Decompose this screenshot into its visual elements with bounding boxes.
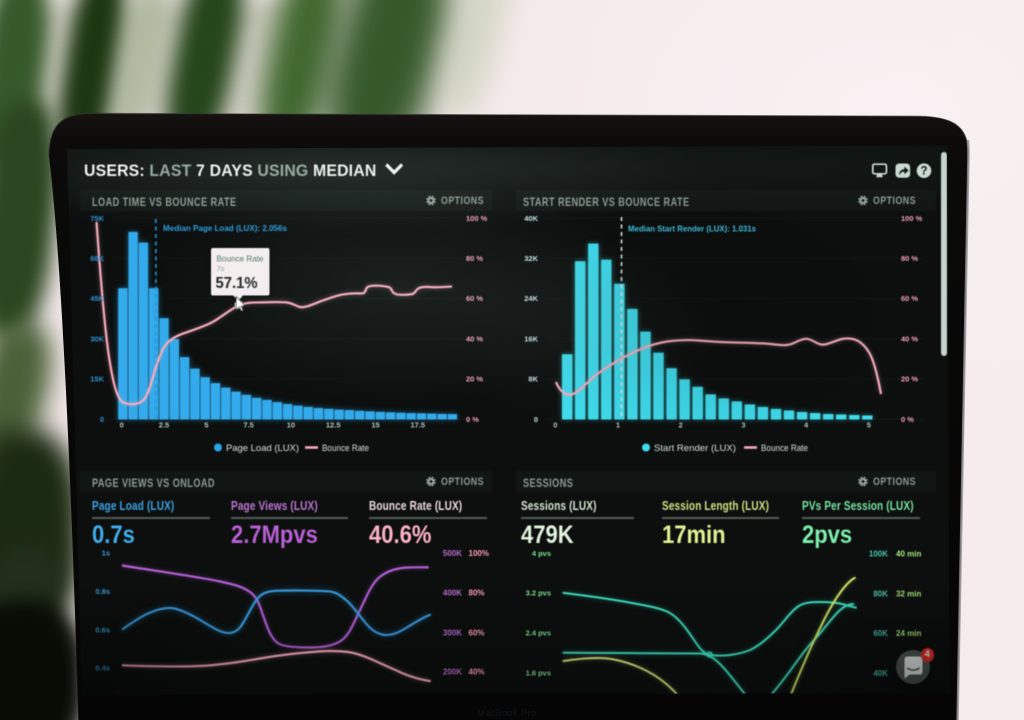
svg-text:1s: 1s — [102, 549, 110, 558]
svg-text:24K: 24K — [524, 294, 538, 303]
svg-text:80 %: 80 % — [466, 254, 483, 263]
svg-text:15K: 15K — [90, 375, 104, 384]
svg-text:24 min: 24 min — [896, 629, 921, 638]
svg-text:300K: 300K — [443, 629, 462, 638]
svg-text:30K: 30K — [90, 334, 104, 343]
svg-text:Median Page Load (LUX): 2.056s: Median Page Load (LUX): 2.056s — [163, 223, 287, 233]
svg-text:200K: 200K — [443, 667, 462, 676]
svg-text:400K: 400K — [443, 589, 462, 598]
svg-text:100 %: 100 % — [466, 214, 488, 223]
svg-text:0: 0 — [100, 415, 104, 424]
svg-text:60%: 60% — [469, 629, 485, 638]
svg-text:60K: 60K — [873, 629, 888, 638]
svg-text:40K: 40K — [524, 214, 538, 223]
svg-text:75K: 75K — [90, 214, 104, 223]
svg-text:80K: 80K — [873, 589, 888, 598]
svg-text:40K: 40K — [873, 669, 888, 678]
svg-text:100 %: 100 % — [901, 214, 923, 223]
svg-text:3: 3 — [741, 421, 745, 430]
svg-text:4: 4 — [804, 421, 809, 430]
svg-text:5: 5 — [867, 421, 871, 430]
svg-text:7s: 7s — [217, 264, 225, 273]
svg-text:?: ? — [920, 166, 927, 178]
svg-text:0: 0 — [120, 421, 124, 430]
svg-text:40 min: 40 min — [896, 550, 921, 559]
svg-text:1.6 pvs: 1.6 pvs — [526, 668, 551, 677]
svg-text:0.4s: 0.4s — [95, 664, 110, 673]
svg-text:80 %: 80 % — [901, 254, 918, 263]
svg-text:32 min: 32 min — [896, 589, 921, 598]
svg-text:Bounce Rate: Bounce Rate — [761, 443, 808, 454]
svg-text:2.5: 2.5 — [159, 421, 169, 430]
svg-text:60K: 60K — [90, 254, 104, 263]
svg-text:Bounce Rate: Bounce Rate — [322, 443, 369, 454]
svg-text:0: 0 — [553, 421, 557, 430]
svg-text:0 %: 0 % — [901, 415, 914, 424]
svg-text:16K: 16K — [524, 334, 538, 343]
svg-text:20 %: 20 % — [901, 375, 918, 384]
svg-text:100%: 100% — [469, 549, 489, 558]
svg-text:12.5: 12.5 — [326, 421, 341, 430]
svg-text:20 %: 20 % — [466, 375, 483, 384]
svg-text:15: 15 — [371, 421, 379, 430]
svg-text:500K: 500K — [443, 549, 462, 558]
svg-text:45K: 45K — [90, 294, 104, 303]
svg-text:Bounce Rate: Bounce Rate — [217, 254, 264, 264]
svg-text:100K: 100K — [869, 550, 888, 559]
svg-text:Page Load (LUX): Page Load (LUX) — [226, 443, 299, 454]
svg-text:40 %: 40 % — [901, 334, 918, 343]
svg-text:40 %: 40 % — [466, 334, 483, 343]
svg-text:57.1%: 57.1% — [216, 275, 258, 292]
svg-text:40%: 40% — [469, 667, 485, 676]
svg-text:7.5: 7.5 — [243, 421, 253, 430]
svg-text:60 %: 60 % — [901, 294, 918, 303]
svg-text:80%: 80% — [469, 589, 485, 598]
svg-text:0.8s: 0.8s — [95, 587, 110, 596]
svg-text:Median Start Render (LUX): 1.0: Median Start Render (LUX): 1.031s — [628, 224, 756, 234]
svg-text:60 %: 60 % — [466, 294, 483, 303]
svg-text:10: 10 — [287, 421, 295, 430]
svg-text:0: 0 — [534, 415, 538, 424]
svg-text:Start Render (LUX): Start Render (LUX) — [654, 443, 736, 454]
svg-text:8K: 8K — [528, 375, 538, 384]
svg-text:1: 1 — [616, 421, 620, 430]
svg-text:32K: 32K — [524, 254, 538, 263]
svg-text:3.2 pvs: 3.2 pvs — [526, 589, 551, 598]
svg-text:4 pvs: 4 pvs — [532, 549, 551, 558]
svg-text:5: 5 — [204, 421, 208, 430]
svg-text:17.5: 17.5 — [410, 421, 425, 430]
svg-text:2.4 pvs: 2.4 pvs — [526, 629, 551, 638]
svg-text:2: 2 — [679, 421, 683, 430]
svg-text:0 %: 0 % — [466, 415, 479, 424]
svg-text:0.6s: 0.6s — [95, 626, 110, 635]
